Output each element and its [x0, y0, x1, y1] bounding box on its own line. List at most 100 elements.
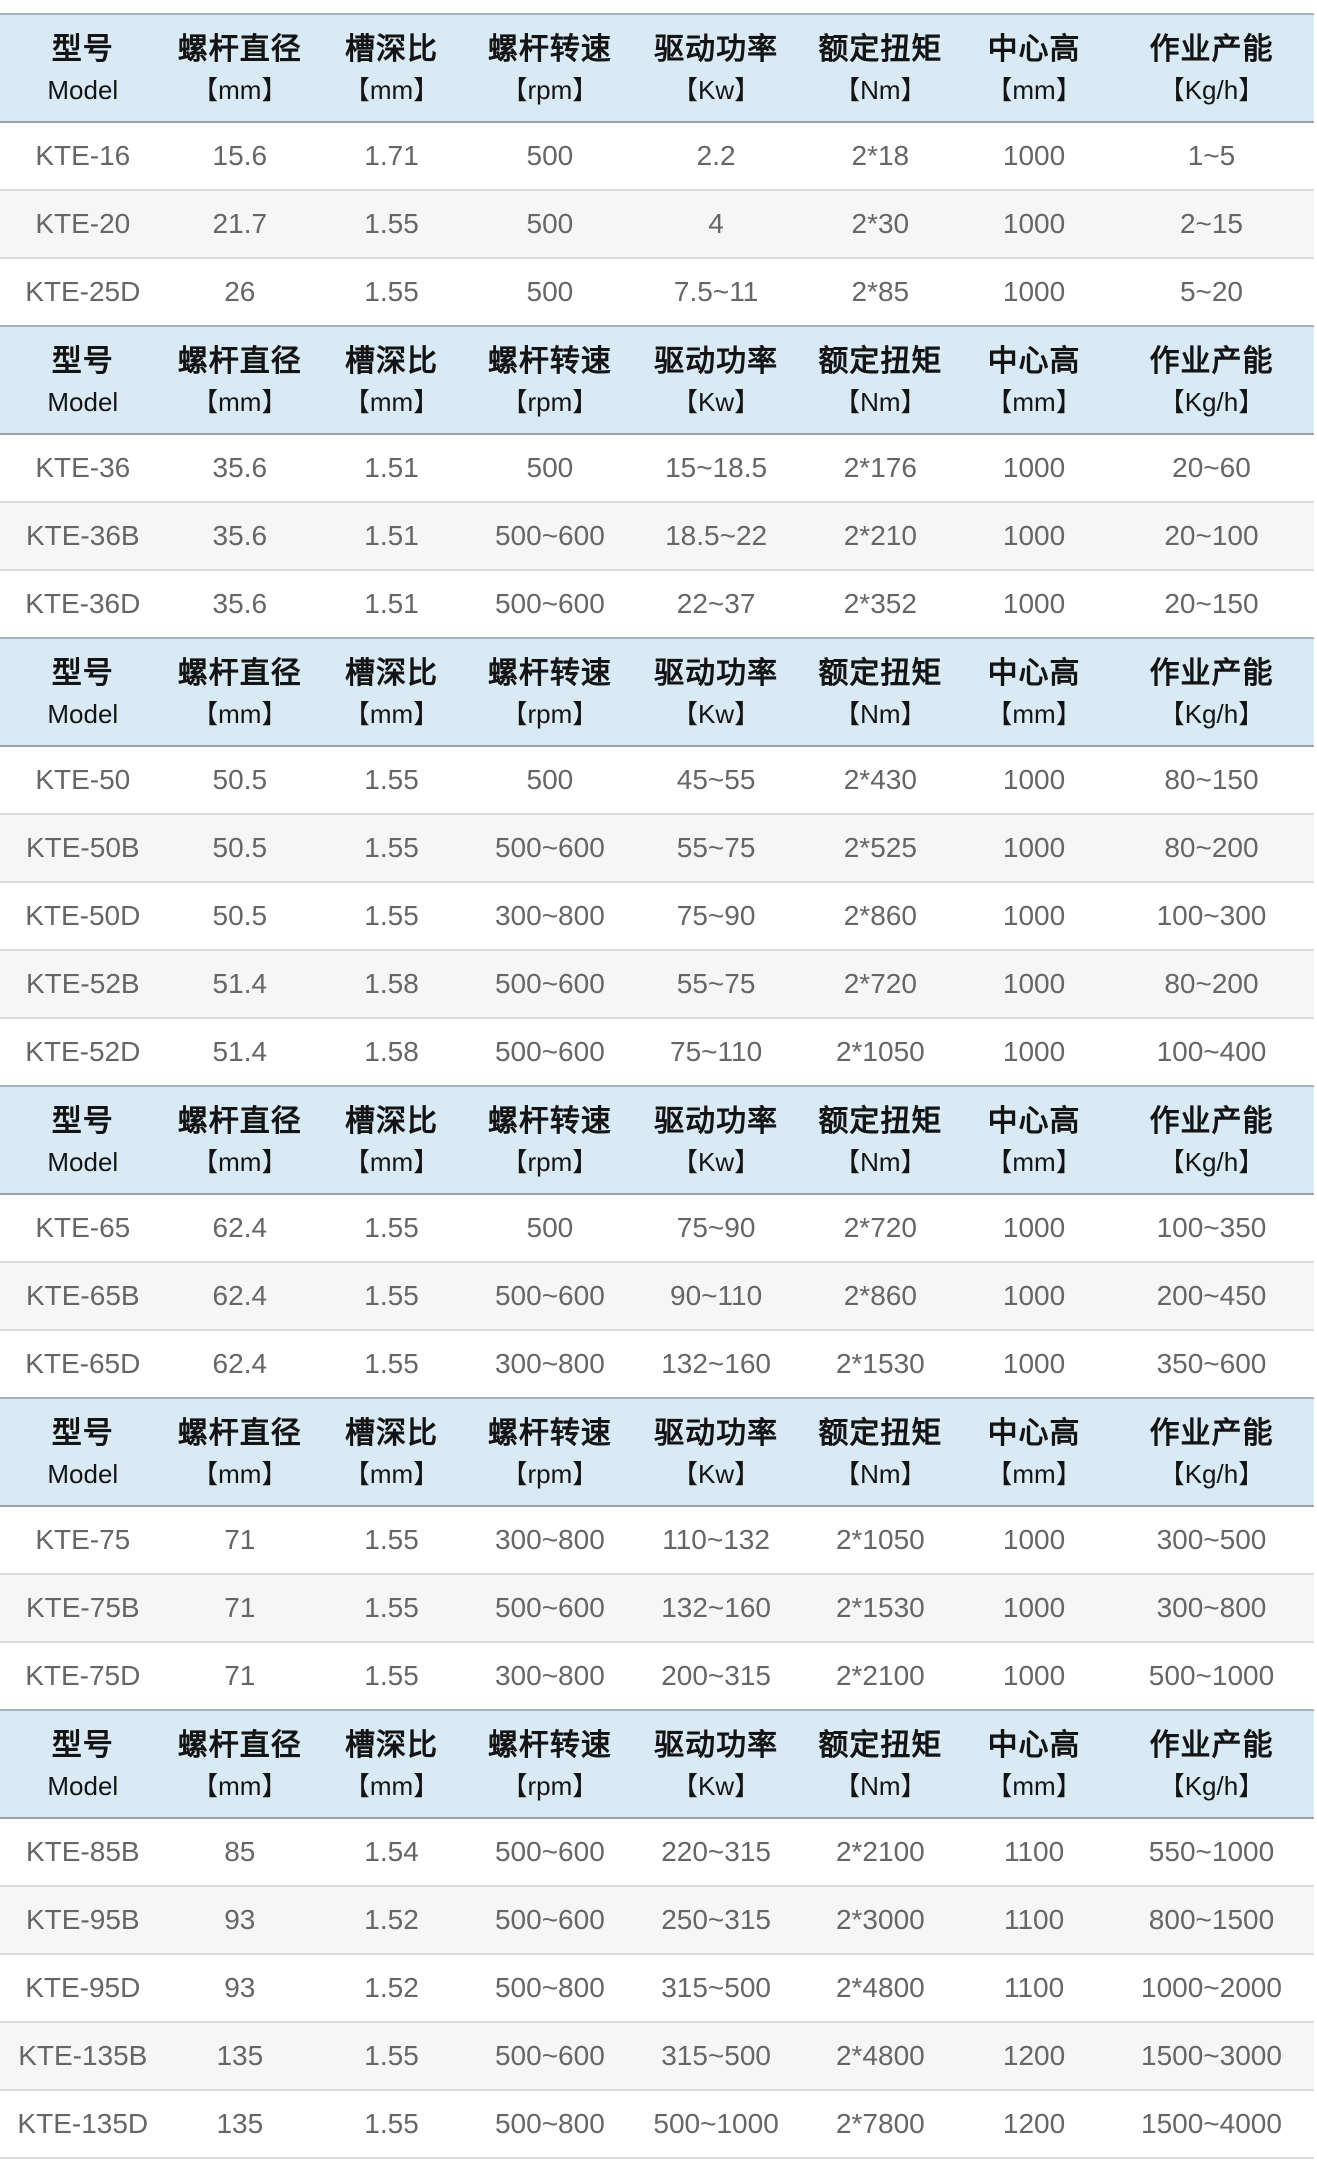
spec-cell: 100~350 [1108, 1194, 1314, 1262]
column-header-unit: 【mm】 [343, 1147, 440, 1178]
spec-cell: 2*176 [801, 434, 960, 502]
table-row: KTE-65B 62.4 1.55 500~600 90~110 2*860 1000 200… [0, 1261, 1314, 1330]
table-header-row: 型号 Model 螺杆直径 【mm】 槽深比 【mm】 螺杆转速 【rpm】 驱动功率 【Kw】额… [0, 637, 1314, 747]
table-row: KTE-50B 50.5 1.55 500~600 55~75 2*525 1000 80~2… [0, 813, 1314, 882]
column-header: 槽深比 【mm】 [314, 325, 470, 435]
column-header: 螺杆直径 【mm】 [165, 637, 315, 747]
column-header-label: 型号 [51, 32, 114, 66]
spec-cell: 2*720 [801, 949, 960, 1018]
spec-cell: 4 [630, 189, 802, 258]
spec-cell: 1000 [959, 881, 1109, 950]
spec-cell: 35.6 [165, 569, 315, 637]
column-header-unit: 【Kg/h】 [1158, 387, 1265, 418]
spec-cell: 80~200 [1108, 949, 1314, 1018]
spec-cell: 800~1500 [1108, 1885, 1314, 1954]
spec-cell: 80~200 [1108, 813, 1314, 882]
column-header-label: 驱动功率 [654, 344, 779, 378]
column-header: 额定扭矩 【Nm】 [801, 1709, 960, 1819]
column-header: 螺杆转速 【rpm】 [469, 637, 631, 747]
column-header: 槽深比 【mm】 [314, 1085, 470, 1195]
table-header-row: 型号 Model 螺杆直径 【mm】 槽深比 【mm】 螺杆转速 【rpm】 驱动功率 【Kw】额… [0, 1709, 1314, 1819]
spec-cell: 71 [165, 1573, 315, 1642]
column-header: 螺杆转速 【rpm】 [469, 13, 631, 123]
spec-cell: 20~150 [1108, 569, 1314, 637]
column-header: 螺杆直径 【mm】 [165, 13, 315, 123]
spec-cell: 500~800 [469, 1953, 631, 2022]
spec-cell: 1.55 [314, 813, 470, 882]
column-header: 额定扭矩 【Nm】 [801, 1397, 960, 1507]
column-header-unit: 【mm】 [343, 1771, 440, 1802]
column-header-label: 驱动功率 [654, 32, 779, 66]
spec-cell: 1.55 [314, 881, 470, 950]
table-row: KTE-36B 35.6 1.51 500~600 18.5~22 2*210 1000 20… [0, 501, 1314, 570]
column-header: 驱动功率 【Kw】 [630, 637, 802, 747]
column-header-unit: 【Nm】 [834, 1771, 927, 1802]
model-cell: KTE-36D [0, 569, 166, 637]
model-cell: KTE-75B [0, 1573, 166, 1642]
spec-cell: 500~600 [469, 1261, 631, 1330]
column-header-unit: 【Kg/h】 [1158, 75, 1265, 106]
spec-cell: 2*2100 [801, 1641, 960, 1709]
column-header: 作业产能 【Kg/h】 [1108, 1709, 1314, 1819]
column-header-label: 螺杆直径 [177, 344, 302, 378]
spec-cell: 2*210 [801, 501, 960, 570]
column-header: 中心高 【mm】 [959, 13, 1109, 123]
spec-cell: 1.58 [314, 1017, 470, 1085]
column-header: 螺杆直径 【mm】 [165, 1709, 315, 1819]
column-header-unit: 【mm】 [343, 699, 440, 730]
spec-cell: 7.5~11 [630, 257, 802, 325]
model-cell: KTE-95B [0, 1885, 166, 1954]
table-row: KTE-36 35.6 1.51 500 15~18.5 2*176 1000 20~60 [0, 434, 1314, 502]
model-cell: KTE-20 [0, 189, 166, 258]
column-header-label: 驱动功率 [654, 656, 779, 690]
spec-cell: 1500~3000 [1108, 2021, 1314, 2090]
spec-cell: 45~55 [630, 746, 802, 814]
column-header-unit: 【Kw】 [672, 1147, 761, 1178]
spec-cell: 1000 [959, 1261, 1109, 1330]
column-header-label: 额定扭矩 [818, 1416, 943, 1450]
spec-cell: 2*2100 [801, 1818, 960, 1886]
column-header-label: 中心高 [987, 656, 1081, 690]
spec-cell: 15.6 [165, 122, 315, 190]
model-cell: KTE-135B [0, 2021, 166, 2090]
column-header: 槽深比 【mm】 [314, 13, 470, 123]
spec-cell: 1000 [959, 501, 1109, 570]
table-header-row: 型号 Model 螺杆直径 【mm】 槽深比 【mm】 螺杆转速 【rpm】 驱动功率 【Kw】额… [0, 1085, 1314, 1195]
table-header-row: 型号 Model 螺杆直径 【mm】 槽深比 【mm】 螺杆转速 【rpm】 驱动功率 【Kw】额… [0, 1397, 1314, 1507]
spec-cell: 71 [165, 1506, 315, 1574]
table-row: KTE-36D 35.6 1.51 500~600 22~37 2*352 1000 20~1… [0, 569, 1314, 637]
column-header-unit: 【Kg/h】 [1158, 1771, 1265, 1802]
table-header-row: 型号 Model 螺杆直径 【mm】 槽深比 【mm】 螺杆转速 【rpm】 驱动功率 【Kw】额… [0, 13, 1314, 123]
column-header-unit: 【mm】 [192, 75, 288, 106]
spec-cell: 1.55 [314, 1329, 470, 1397]
column-header-label: 驱动功率 [654, 1104, 779, 1138]
spec-table-section: 型号 Model 螺杆直径 【mm】 槽深比 【mm】 螺杆转速 【rpm】 驱动功率 【Kw】额… [0, 325, 1314, 637]
column-header: 槽深比 【mm】 [314, 637, 470, 747]
column-header-unit: 【Nm】 [834, 387, 927, 418]
spec-cell: 2*525 [801, 813, 960, 882]
column-header: 驱动功率 【Kw】 [630, 1709, 802, 1819]
spec-cell: 110~132 [630, 1506, 802, 1574]
model-cell: KTE-36 [0, 434, 166, 502]
column-header-unit: 【Nm】 [834, 75, 927, 106]
column-header-unit: 【mm】 [343, 387, 440, 418]
column-header-unit: 【mm】 [986, 699, 1082, 730]
column-header-label: 螺杆转速 [487, 1416, 612, 1450]
column-header-unit: Model [47, 1147, 119, 1178]
spec-cell: 1200 [959, 2021, 1109, 2090]
column-header-label: 槽深比 [345, 1728, 439, 1762]
spec-cell: 500~1000 [630, 2089, 802, 2159]
model-cell: KTE-52B [0, 949, 166, 1018]
spec-cell: 1200 [959, 2089, 1109, 2159]
spec-cell: 1000 [959, 122, 1109, 190]
column-header: 螺杆直径 【mm】 [165, 325, 315, 435]
spec-cell: 75~110 [630, 1017, 802, 1085]
column-header-unit: 【mm】 [986, 75, 1082, 106]
spec-cell: 500~1000 [1108, 1641, 1314, 1709]
column-header-unit: 【rpm】 [501, 1147, 599, 1178]
column-header: 螺杆转速 【rpm】 [469, 1085, 631, 1195]
spec-cell: 93 [165, 1885, 315, 1954]
column-header: 驱动功率 【Kw】 [630, 1397, 802, 1507]
column-header-unit: 【mm】 [986, 1147, 1082, 1178]
